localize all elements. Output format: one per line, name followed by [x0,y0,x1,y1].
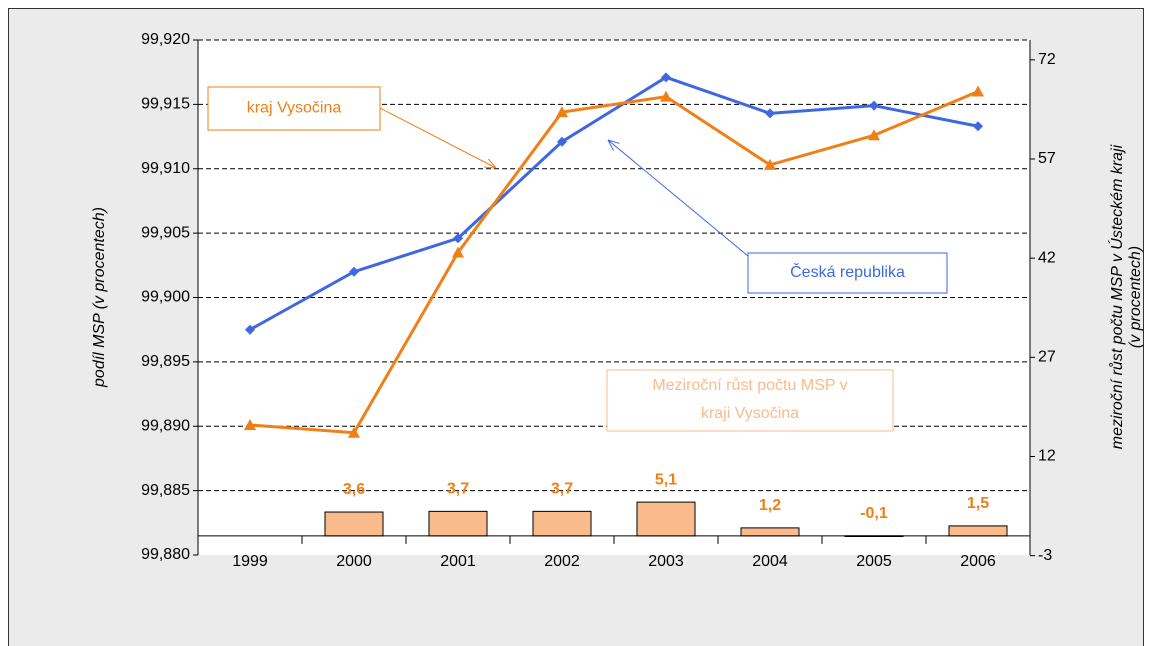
legend-label: Meziroční růst počtu MSP v [652,376,847,394]
callout-arrow [379,107,497,169]
bar [740,527,800,537]
line-marker [557,136,567,147]
bar-label: 3,7 [551,481,573,498]
line-marker [348,426,360,438]
y2-tick-label: -3 [1038,547,1052,564]
bar-label: 1,5 [967,495,989,512]
line-series [249,90,979,435]
x-tick-label: 2000 [336,553,372,570]
callout-arrowhead [607,139,614,151]
bar [844,535,904,537]
line-marker [869,100,879,111]
callout-arrowhead [483,166,497,169]
line-marker [245,324,255,335]
y-tick-label: 99,910 [141,160,190,177]
bar [324,511,384,537]
line-marker [660,90,672,102]
legend-label: Česká republika [790,262,905,281]
callout-arrowhead [607,139,620,144]
bar [428,510,488,537]
line-marker [556,106,568,118]
y2-axis-title: (v procentech) [1127,246,1144,348]
x-tick-label: 2002 [544,553,580,570]
bar-label: 5,1 [655,471,677,488]
y-tick-label: 99,885 [141,482,190,499]
x-tick-label: 2006 [960,553,996,570]
line-marker [244,418,256,430]
y-tick-label: 99,890 [141,417,190,434]
line-marker [661,72,671,83]
x-tick-label: 2005 [856,553,892,570]
y-tick-label: 99,900 [141,289,190,306]
x-tick-label: 2004 [752,553,788,570]
bar [532,510,592,537]
legend-label: kraj Vysočina [247,100,342,117]
y-tick-label: 99,880 [141,546,190,563]
y-tick-label: 99,915 [141,96,190,113]
callout-arrow [607,139,749,257]
line-marker [764,158,776,170]
y2-tick-label: 12 [1038,448,1056,465]
line-marker [765,108,775,119]
y-axis-title: podíl MSP (v procentech) [91,207,108,388]
line-marker [452,246,464,258]
bar [636,501,696,537]
x-tick-label: 2001 [440,553,476,570]
x-tick-label: 1999 [232,553,268,570]
x-tick-label: 2003 [648,553,684,570]
y-tick-label: 99,920 [141,31,190,48]
legend-box [747,252,948,294]
bar-label: 3,6 [343,481,365,498]
bar [948,525,1008,537]
line-marker [973,121,983,132]
line-series [249,75,979,331]
line-marker [349,266,359,277]
line-marker [868,129,880,141]
y2-axis-title: meziroční růst počtu MSP v Ústeckém kraj… [1107,144,1126,449]
y-tick-label: 99,905 [141,224,190,241]
bar-label: 1,2 [759,497,781,514]
y2-tick-label: 27 [1038,349,1056,366]
y2-tick-label: 57 [1038,150,1056,167]
legend-box [606,369,894,432]
bar-label: 3,7 [447,481,469,498]
line-marker [972,85,984,97]
legend-label: kraji Vysočina [701,405,799,422]
line-marker [453,233,463,244]
legend-box [207,86,381,131]
bar-label: -0,1 [860,505,888,522]
y2-tick-label: 42 [1038,249,1056,266]
callout-arrowhead [487,158,497,169]
y-tick-label: 99,895 [141,353,190,370]
y2-tick-label: 72 [1038,51,1056,68]
